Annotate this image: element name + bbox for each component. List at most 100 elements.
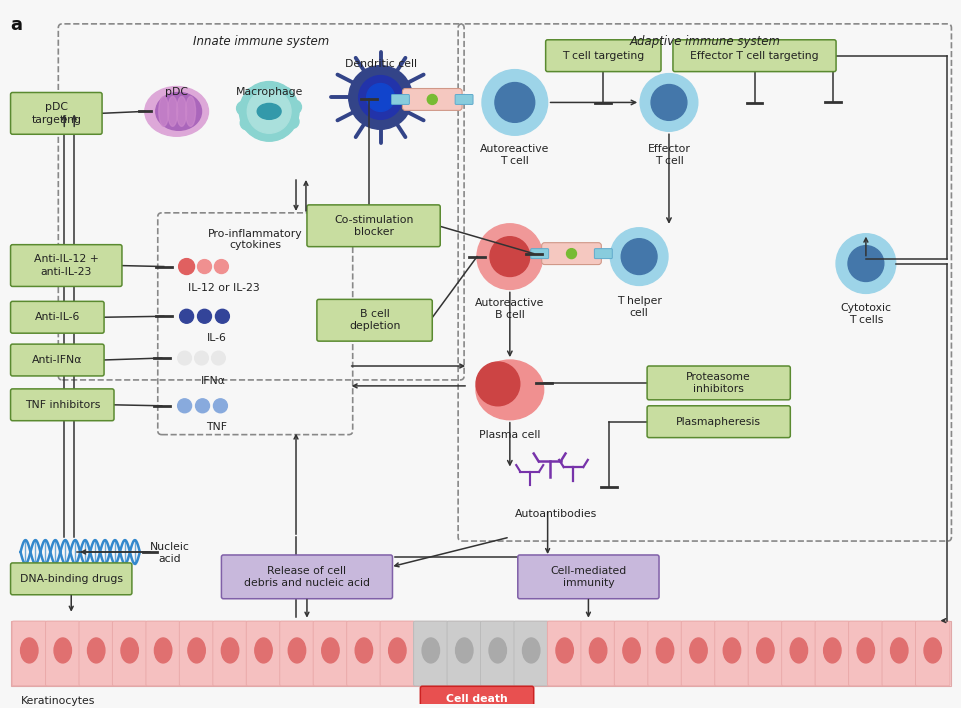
Circle shape (278, 87, 292, 101)
Text: IFNα: IFNα (201, 376, 226, 386)
Ellipse shape (823, 638, 840, 663)
Ellipse shape (355, 638, 372, 663)
Circle shape (476, 362, 519, 406)
Text: TNF: TNF (206, 422, 227, 432)
Text: Effector
T cell: Effector T cell (647, 144, 690, 166)
FancyBboxPatch shape (380, 621, 414, 686)
Text: Plasma cell: Plasma cell (479, 430, 540, 440)
Ellipse shape (555, 638, 573, 663)
Circle shape (215, 309, 229, 324)
Text: T helper
cell: T helper cell (616, 297, 661, 318)
Text: DNA-binding drugs: DNA-binding drugs (20, 574, 123, 584)
Ellipse shape (121, 638, 138, 663)
FancyBboxPatch shape (246, 621, 281, 686)
FancyBboxPatch shape (413, 621, 448, 686)
Text: Cell-mediated
immunity: Cell-mediated immunity (550, 566, 626, 588)
Circle shape (178, 351, 191, 365)
Text: Effector T cell targeting: Effector T cell targeting (689, 51, 818, 61)
Circle shape (287, 100, 301, 114)
Ellipse shape (20, 638, 37, 663)
Ellipse shape (388, 638, 406, 663)
FancyBboxPatch shape (11, 245, 122, 287)
Circle shape (489, 236, 530, 277)
FancyBboxPatch shape (541, 243, 601, 265)
FancyBboxPatch shape (45, 621, 80, 686)
Circle shape (566, 249, 576, 258)
FancyBboxPatch shape (547, 621, 581, 686)
Ellipse shape (185, 96, 195, 126)
Circle shape (651, 84, 686, 120)
FancyBboxPatch shape (455, 94, 473, 105)
Ellipse shape (159, 96, 168, 126)
Ellipse shape (522, 638, 539, 663)
Circle shape (847, 246, 883, 282)
Circle shape (609, 228, 667, 285)
Circle shape (639, 74, 697, 131)
Circle shape (213, 399, 227, 413)
FancyBboxPatch shape (680, 621, 715, 686)
FancyBboxPatch shape (673, 40, 835, 72)
Ellipse shape (221, 638, 238, 663)
Circle shape (180, 309, 193, 324)
Circle shape (178, 399, 191, 413)
Circle shape (194, 351, 209, 365)
Circle shape (240, 116, 254, 130)
Circle shape (214, 260, 228, 273)
FancyBboxPatch shape (517, 555, 658, 599)
Ellipse shape (155, 638, 172, 663)
FancyBboxPatch shape (545, 40, 660, 72)
Text: a: a (11, 16, 22, 34)
Text: Autoreactive
B cell: Autoreactive B cell (475, 298, 544, 320)
Circle shape (348, 66, 412, 130)
Circle shape (245, 88, 259, 102)
Ellipse shape (54, 638, 71, 663)
Text: Anti-IFNα: Anti-IFNα (32, 355, 83, 365)
FancyBboxPatch shape (530, 249, 548, 258)
Text: Adaptive immune system: Adaptive immune system (628, 35, 779, 48)
Circle shape (366, 84, 394, 111)
FancyBboxPatch shape (647, 621, 681, 686)
FancyBboxPatch shape (11, 563, 132, 595)
Circle shape (358, 76, 402, 120)
FancyBboxPatch shape (814, 621, 849, 686)
FancyBboxPatch shape (221, 555, 392, 599)
Circle shape (197, 309, 211, 324)
FancyBboxPatch shape (580, 621, 615, 686)
Ellipse shape (167, 96, 178, 126)
Circle shape (427, 94, 437, 105)
Ellipse shape (890, 638, 907, 663)
Ellipse shape (924, 638, 941, 663)
Ellipse shape (622, 638, 640, 663)
Circle shape (236, 101, 250, 115)
Text: Nucleic
acid: Nucleic acid (150, 542, 189, 564)
Ellipse shape (689, 638, 706, 663)
Circle shape (197, 260, 211, 273)
FancyBboxPatch shape (915, 621, 949, 686)
FancyBboxPatch shape (647, 406, 790, 438)
Circle shape (179, 258, 194, 275)
Ellipse shape (488, 638, 505, 663)
Text: Autoreactive
T cell: Autoreactive T cell (480, 144, 549, 166)
FancyBboxPatch shape (146, 621, 180, 686)
Ellipse shape (422, 638, 439, 663)
Ellipse shape (255, 638, 272, 663)
FancyBboxPatch shape (11, 302, 104, 333)
Ellipse shape (288, 638, 306, 663)
FancyBboxPatch shape (714, 621, 749, 686)
Ellipse shape (456, 638, 473, 663)
Text: Pro-inflammatory
cytokines: Pro-inflammatory cytokines (208, 229, 302, 251)
FancyBboxPatch shape (402, 88, 461, 110)
Text: Keratinocytes: Keratinocytes (20, 696, 95, 706)
Text: Plasmapheresis: Plasmapheresis (676, 417, 760, 427)
FancyBboxPatch shape (179, 621, 213, 686)
FancyBboxPatch shape (316, 299, 431, 341)
Text: pDC
targeting: pDC targeting (32, 102, 82, 125)
Text: Release of cell
debris and nucleic acid: Release of cell debris and nucleic acid (244, 566, 370, 588)
FancyBboxPatch shape (313, 621, 347, 686)
FancyBboxPatch shape (12, 621, 46, 686)
FancyBboxPatch shape (346, 621, 381, 686)
FancyBboxPatch shape (112, 621, 147, 686)
Text: Macrophage: Macrophage (235, 86, 303, 96)
Circle shape (247, 89, 291, 133)
Ellipse shape (789, 638, 806, 663)
